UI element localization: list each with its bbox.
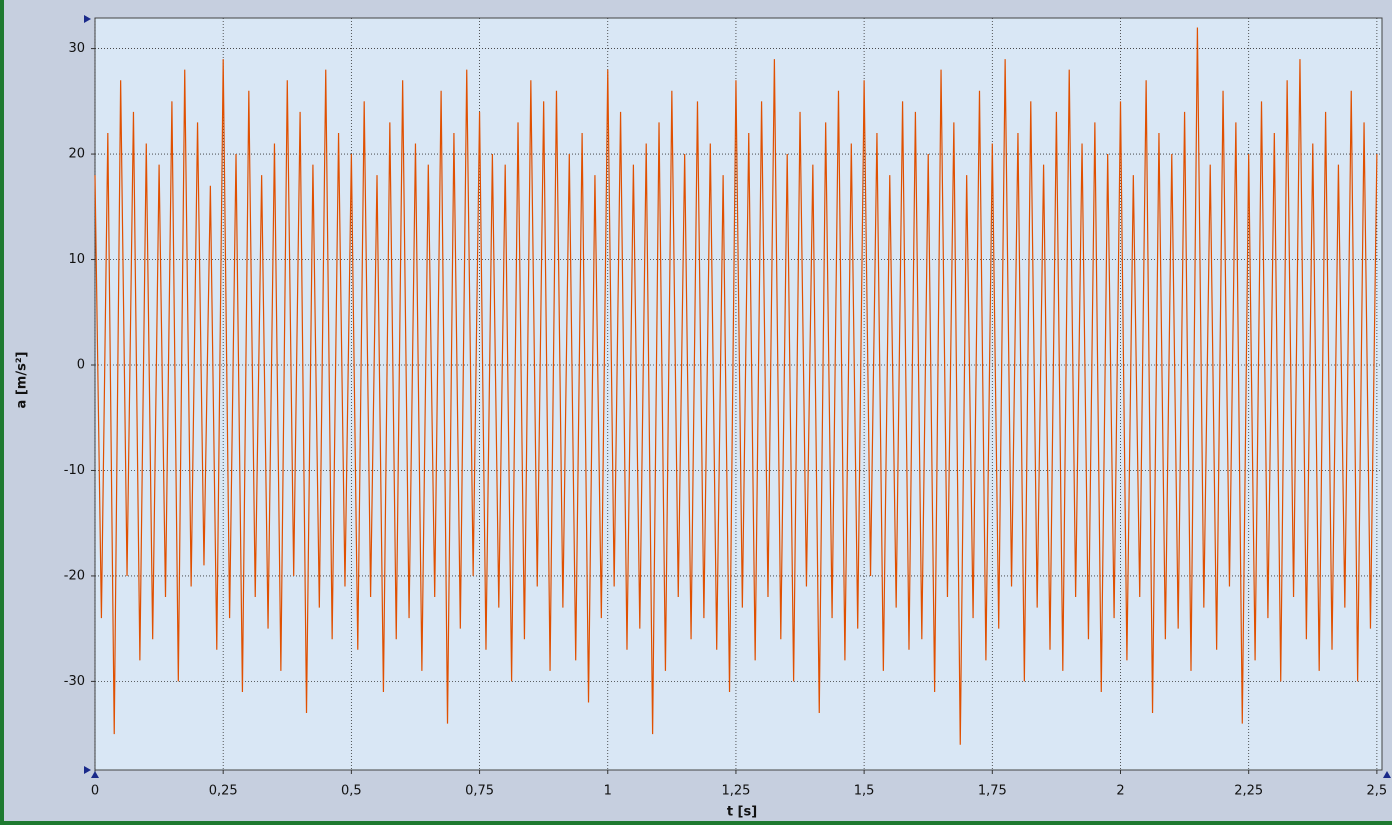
x-tick-label: 0 — [91, 784, 99, 799]
x-tick-label: 2,25 — [1234, 784, 1263, 799]
axis-marker — [1383, 771, 1391, 778]
window-border — [0, 821, 1392, 825]
signal-line — [94, 27, 1378, 745]
x-tick-label: 1,5 — [854, 784, 875, 799]
window-border — [0, 0, 4, 825]
y-tick-label: -20 — [64, 568, 85, 583]
y-tick-label: -30 — [64, 674, 85, 689]
labels: -30 -20 -10 0 10 20 30 0 0,25 0,5 0,75 1 1,25 1,5 1,75… — [64, 41, 1387, 798]
y-tick-label: 0 — [77, 357, 85, 372]
marks — [94, 27, 1378, 745]
x-tick-label: 0,5 — [341, 784, 362, 799]
x-tick-label: 1,25 — [721, 784, 750, 799]
axis-marker — [91, 771, 99, 778]
axis-marker — [84, 766, 91, 774]
y-tick-label: 10 — [68, 252, 85, 267]
plot-area — [94, 17, 1383, 771]
x-axis-title: t [s] — [727, 805, 757, 820]
x-tick-label: 2 — [1116, 784, 1124, 799]
y-tick-label: 20 — [68, 147, 85, 162]
x-tick-label: 0,25 — [209, 784, 238, 799]
y-tick-label: -10 — [64, 463, 85, 478]
x-tick-label: 2,5 — [1367, 784, 1388, 799]
x-tick-label: 1 — [604, 784, 612, 799]
y-axis-title: a [m/s²] — [15, 352, 30, 409]
grid — [91, 18, 1382, 774]
axis-marker — [84, 15, 91, 23]
x-tick-label: 0,75 — [465, 784, 494, 799]
y-tick-label: 30 — [68, 41, 85, 56]
x-tick-label: 1,75 — [978, 784, 1007, 799]
